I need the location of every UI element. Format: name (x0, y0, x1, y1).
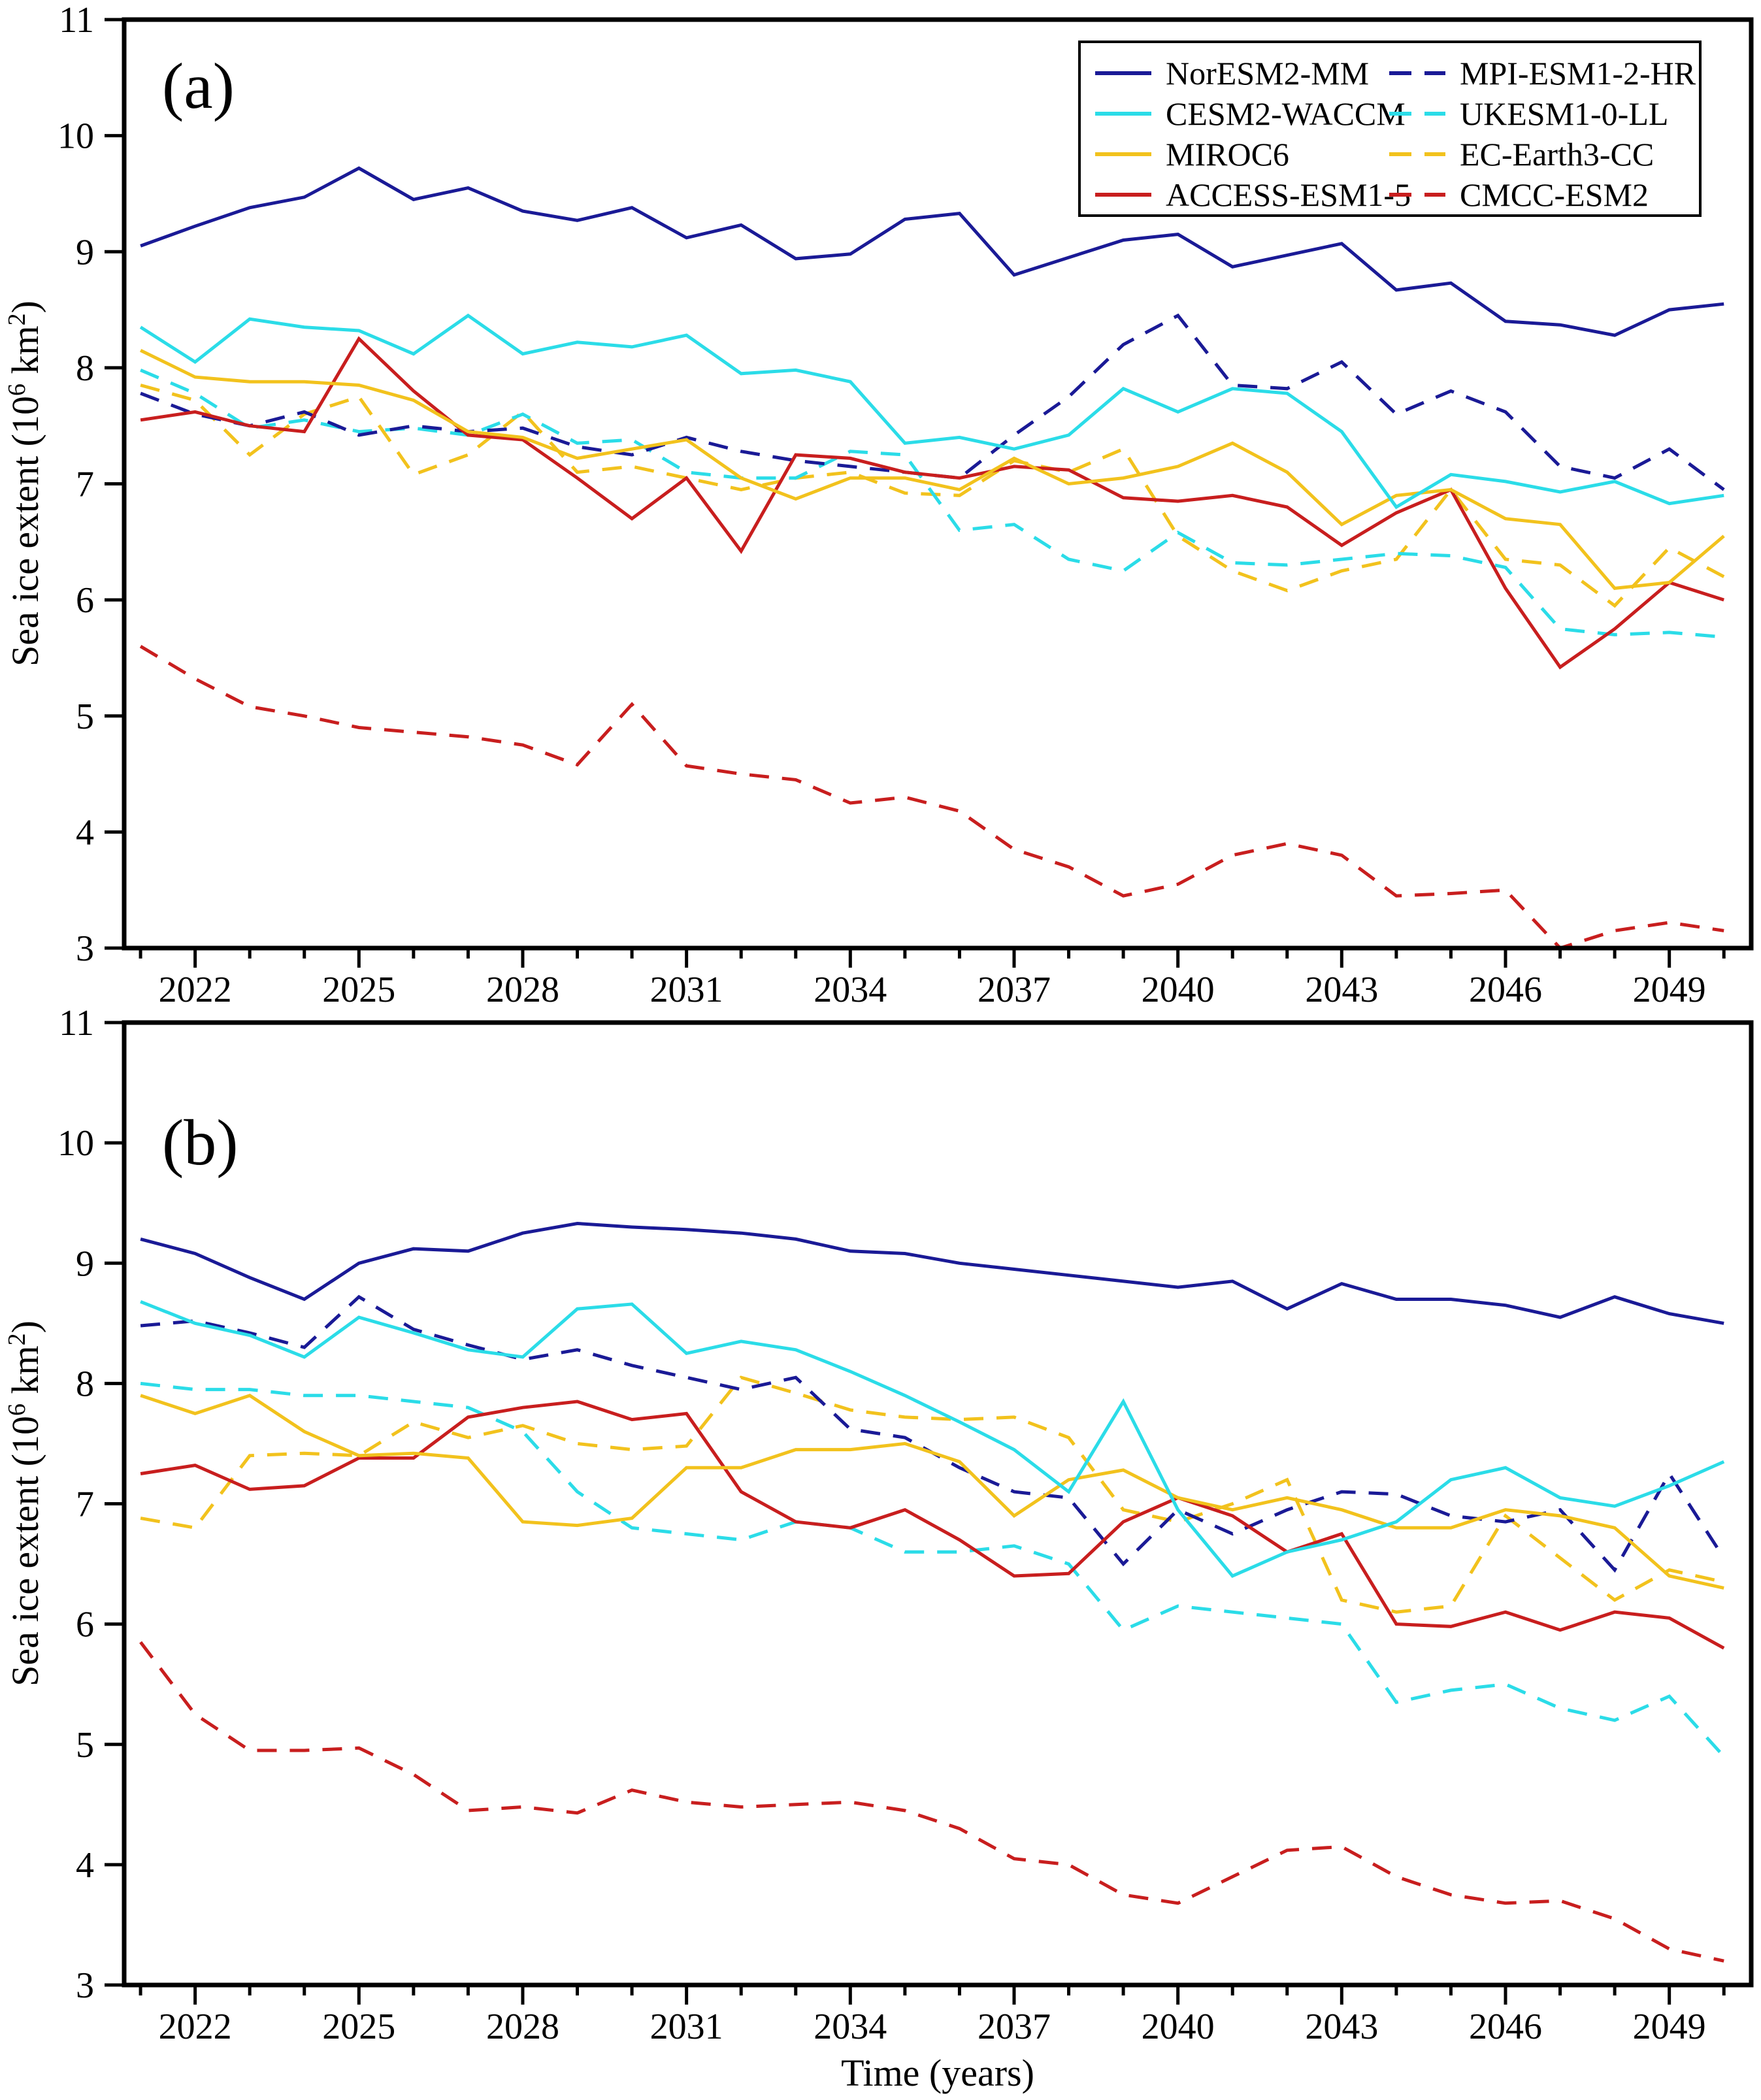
series-lines (139, 1221, 1726, 1963)
y-tick-label: 9 (76, 232, 94, 272)
y-tick-label: 7 (76, 465, 94, 505)
legend-item-ukesm1-0-ll: UKESM1-0-LL (1389, 95, 1668, 132)
x-tick-label: 2025 (322, 2007, 395, 2047)
x-tick-label: 2043 (1305, 970, 1378, 1010)
series-line-noresm2-mm (140, 166, 1724, 337)
y-axis-ticks: 3 4 5 6 7 8 9 10 11 (58, 1003, 124, 2006)
y-tick-label: 4 (76, 1845, 94, 1886)
y-tick-label: 8 (76, 1364, 94, 1404)
y-axis-ticks: 3 4 5 6 7 8 9 10 11 (58, 0, 124, 969)
x-tick-labels: 2022 2025 2028 2031 2034 2037 2040 2043 2046 2049 (159, 2007, 1706, 2047)
legend-label: CMCC-ESM2 (1460, 176, 1649, 213)
x-tick-label: 2031 (650, 2007, 723, 2047)
series-line-cesm2-waccm (140, 1300, 1725, 1579)
y-tick-label: 3 (76, 1965, 94, 2006)
legend-item-cmcc-esm2: CMCC-ESM2 (1389, 176, 1649, 213)
x-tick-label: 2025 (322, 970, 395, 1010)
series-line-access-esm1-5 (140, 1400, 1725, 1650)
series-line-cmcc-esm2 (139, 645, 1724, 948)
x-tick-label: 2037 (978, 970, 1051, 1010)
panel-b: 2022 2025 2028 2031 2034 2037 2040 2043 2046 2049… (3, 1003, 1754, 2047)
series-line-ukesm1-0-ll (140, 1381, 1726, 1758)
y-tick-label: 5 (76, 697, 94, 737)
y-tick-label: 10 (58, 116, 94, 157)
x-tick-label: 2049 (1633, 970, 1706, 1010)
y-tick-label: 6 (76, 1605, 94, 1645)
x-tick-label: 2040 (1142, 2007, 1215, 2047)
x-tick-label: 2049 (1633, 2007, 1706, 2047)
legend-item-access-esm1-5: ACCESS-ESM1-5 (1095, 176, 1411, 213)
legend-label: ACCESS-ESM1-5 (1166, 176, 1411, 213)
y-tick-label: 11 (59, 0, 94, 41)
x-tick-label: 2022 (159, 2007, 232, 2047)
y-tick-label: 10 (58, 1123, 94, 1164)
x-tick-label: 2040 (1142, 970, 1215, 1010)
x-tick-label: 2028 (486, 2007, 559, 2047)
x-axis-title: Time (years) (841, 2052, 1034, 2094)
legend-box (1078, 41, 1702, 217)
y-tick-label: 11 (59, 1003, 94, 1043)
y-tick-label: 6 (76, 580, 94, 621)
legend-label: NorESM2-MM (1166, 55, 1369, 91)
x-tick-label: 2046 (1469, 970, 1542, 1010)
legend: NorESM2-MM CESM2-WACCM MIROC6 ACCESS-ESM1-5… (1078, 41, 1702, 217)
plot-border (122, 17, 1754, 951)
series-line-cesm2-waccm (139, 313, 1724, 510)
legend-item-cesm2-waccm: CESM2-WACCM (1095, 95, 1406, 132)
legend-item-mpi-esm1-2-hr: MPI-ESM1-2-HR (1389, 55, 1696, 91)
series-line-ec-earth3-cc (140, 1375, 1724, 1614)
y-axis-title: Sea ice extent (106 km2) (3, 301, 46, 666)
panel-a: 2022 2025 2028 2031 2034 2037 2040 2043 2046 2049… (3, 0, 1754, 1010)
x-tick-label: 2028 (486, 970, 559, 1010)
series-line-miroc6 (140, 1394, 1724, 1590)
x-tick-label: 2046 (1469, 2007, 1542, 2047)
x-tick-label: 2034 (814, 970, 887, 1010)
y-tick-label: 4 (76, 812, 94, 853)
y-tick-label: 3 (76, 928, 94, 969)
x-tick-label: 2034 (814, 2007, 887, 2047)
legend-item-noresm2-mm: NorESM2-MM (1095, 55, 1369, 91)
x-tick-label: 2022 (159, 970, 232, 1010)
legend-item-miroc6: MIROC6 (1095, 136, 1289, 172)
legend-label: CESM2-WACCM (1166, 95, 1406, 132)
plot-border (122, 1020, 1754, 1988)
y-axis-title: Sea ice extent (106 km2) (3, 1321, 46, 1686)
legend-label: MPI-ESM1-2-HR (1460, 55, 1696, 91)
x-tick-labels: 2022 2025 2028 2031 2034 2037 2040 2043 2046 2049 (159, 970, 1706, 1010)
x-tick-label: 2037 (978, 2007, 1051, 2047)
y-tick-label: 9 (76, 1243, 94, 1284)
x-tick-label: 2043 (1305, 2007, 1378, 2047)
y-tick-label: 8 (76, 348, 94, 389)
panel-label: (a) (162, 50, 235, 122)
series-line-miroc6 (140, 348, 1725, 591)
series-lines (139, 166, 1725, 948)
legend-label: EC-Earth3-CC (1460, 136, 1654, 172)
series-line-access-esm1-5 (140, 336, 1724, 670)
legend-label: UKESM1-0-LL (1460, 95, 1668, 132)
legend-item-ec-earth3-cc: EC-Earth3-CC (1389, 136, 1654, 172)
y-tick-label: 7 (76, 1485, 94, 1525)
x-tick-label: 2031 (650, 970, 723, 1010)
series-line-noresm2-mm (140, 1221, 1724, 1325)
series-line-cmcc-esm2 (139, 1641, 1724, 1963)
legend-label: MIROC6 (1166, 136, 1289, 172)
y-tick-label: 5 (76, 1725, 94, 1765)
panel-label: (b) (162, 1106, 239, 1179)
series-line-mpi-esm1-2-hr (140, 313, 1725, 491)
